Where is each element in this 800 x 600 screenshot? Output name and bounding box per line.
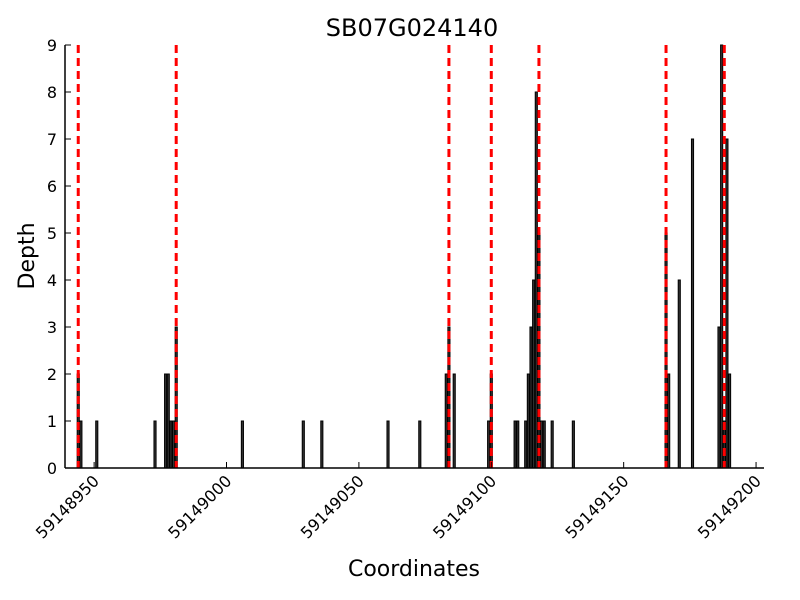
bar — [717, 326, 721, 469]
y-tick-label: 2 — [47, 365, 57, 384]
bar — [667, 373, 671, 469]
bar — [240, 420, 244, 469]
bar — [677, 279, 681, 469]
bar — [532, 279, 536, 469]
bar — [301, 420, 305, 469]
y-axis-label: Depth — [15, 222, 40, 289]
y-tick-label: 9 — [47, 36, 57, 55]
bar — [571, 420, 575, 469]
bar — [534, 91, 538, 469]
bar — [169, 420, 173, 469]
bar — [320, 420, 324, 469]
bar — [728, 373, 732, 469]
bar — [526, 373, 530, 469]
x-tick-label: 59149150 — [561, 471, 632, 542]
bar — [418, 420, 422, 469]
x-tick-label: 59149050 — [297, 471, 368, 542]
bar — [690, 138, 695, 469]
bar — [529, 326, 533, 469]
bar — [444, 373, 448, 469]
bar — [542, 420, 546, 469]
x-axis-label: Coordinates — [348, 557, 480, 582]
bar — [524, 420, 528, 469]
bar — [386, 420, 390, 469]
chart-title: SB07G024140 — [326, 14, 498, 42]
bar — [95, 420, 99, 469]
bar — [540, 420, 544, 469]
y-tick-label: 6 — [47, 177, 57, 196]
bar — [172, 420, 176, 469]
bar — [452, 373, 456, 469]
y-tick-label: 3 — [47, 318, 57, 337]
bar — [487, 420, 491, 469]
x-tick-label: 59149000 — [164, 471, 235, 542]
x-tick-label: 59149200 — [694, 471, 765, 542]
bar — [153, 420, 157, 469]
bar — [720, 44, 724, 469]
bar — [516, 420, 520, 469]
ticks-layer: 0 1 2 3 4 5 6 7 8 9 59148950 59149000 59149050 591491… — [32, 36, 765, 542]
exon-boundary-lines — [76, 45, 726, 468]
bar — [550, 420, 554, 469]
axes — [64, 45, 764, 469]
y-tick-label: 1 — [47, 412, 57, 431]
bar — [166, 373, 170, 469]
y-tick-label: 4 — [47, 271, 57, 290]
y-tick-label: 8 — [47, 83, 57, 102]
x-tick-label: 59148950 — [32, 471, 103, 542]
bar — [79, 420, 83, 469]
y-tick-label: 7 — [47, 130, 57, 149]
bar — [513, 420, 517, 469]
y-tick-label: 0 — [47, 459, 57, 478]
y-tick-label: 5 — [47, 224, 57, 243]
x-tick-label: 59149100 — [429, 471, 500, 542]
bar — [164, 373, 168, 469]
bar — [725, 138, 729, 469]
